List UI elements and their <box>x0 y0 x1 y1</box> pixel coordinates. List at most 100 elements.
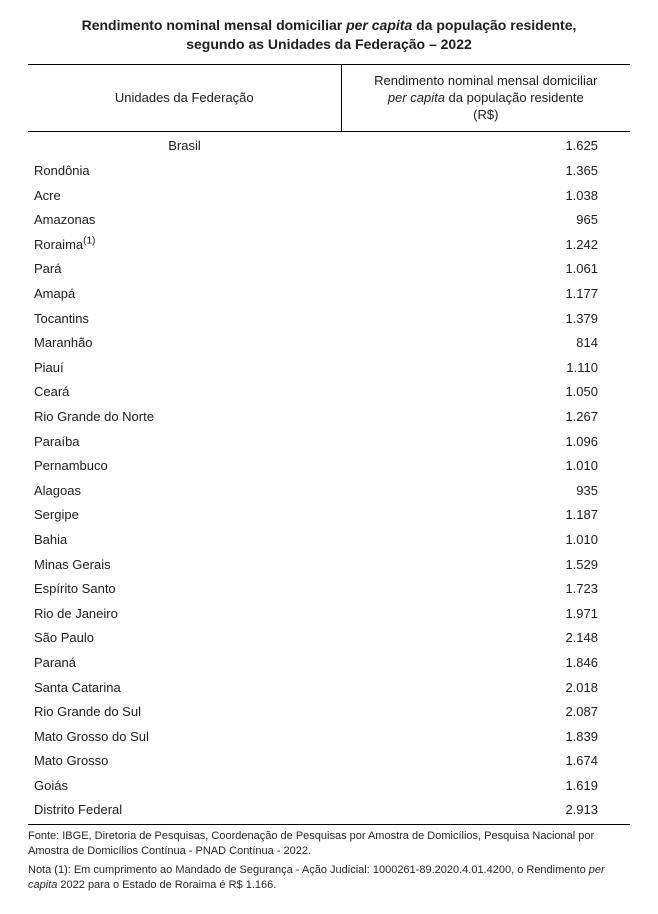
value-cell: 1.050 <box>341 380 630 405</box>
value-cell: 1.971 <box>341 601 630 626</box>
region-cell: Santa Catarina <box>28 675 341 700</box>
header-region: Unidades da Federação <box>28 64 341 132</box>
table-row: Acre 1.038 <box>28 183 630 208</box>
region-label: Mato Grosso do Sul <box>34 729 149 744</box>
value-cell: 1.674 <box>341 749 630 774</box>
region-sup: (1) <box>83 236 95 247</box>
table-row: Mato Grosso 1.674 <box>28 749 630 774</box>
value-cell: 1.846 <box>341 650 630 675</box>
table-row: Pará 1.061 <box>28 257 630 282</box>
region-label: Mato Grosso <box>34 753 108 768</box>
value-cell: 1.625 <box>341 132 630 159</box>
value-cell: 814 <box>341 331 630 356</box>
region-label: Brasil <box>168 138 201 153</box>
table-row: Ceará 1.050 <box>28 380 630 405</box>
table-row: Pernambuco 1.010 <box>28 454 630 479</box>
table-body: Brasil 1.625Rondônia1.365 Acre 1.038Amazona… <box>28 132 630 825</box>
value-cell: 1.061 <box>341 257 630 282</box>
region-label: São Paulo <box>34 630 94 645</box>
region-label: Acre <box>34 188 61 203</box>
value-cell: 1.010 <box>341 527 630 552</box>
region-label: Tocantins <box>34 311 89 326</box>
footnote-nota-pre: Nota (1): Em cumprimento ao Mandado de S… <box>28 864 589 876</box>
region-label: Rio de Janeiro <box>34 606 118 621</box>
region-cell: Roraima(1) <box>28 232 341 257</box>
header-region-label: Unidades da Federação <box>115 90 254 105</box>
region-label: Espírito Santo <box>34 581 116 596</box>
value-cell: 1.177 <box>341 282 630 307</box>
region-cell: Sergipe <box>28 503 341 528</box>
value-cell: 1.723 <box>341 577 630 602</box>
table-row: Santa Catarina2.018 <box>28 675 630 700</box>
region-cell: Bahia <box>28 527 341 552</box>
table-row: São Paulo 2.148 <box>28 626 630 651</box>
table-row: Espírito Santo 1.723 <box>28 577 630 602</box>
region-label: Sergipe <box>34 507 79 522</box>
title-line1-pre: Rendimento nominal mensal domiciliar <box>82 17 347 33</box>
footnote-nota: Nota (1): Em cumprimento ao Mandado de S… <box>28 863 630 893</box>
header-value-line3: (R$) <box>473 107 498 122</box>
table-row: Rio Grande do Norte1.267 <box>28 404 630 429</box>
table-header-row: Unidades da Federação Rendimento nominal… <box>28 64 630 132</box>
page: Rendimento nominal mensal domiciliar per… <box>0 0 658 914</box>
value-cell: 1.187 <box>341 503 630 528</box>
region-cell: Minas Gerais <box>28 552 341 577</box>
region-label: Pará <box>34 261 61 276</box>
table-row: Paraná 1.846 <box>28 650 630 675</box>
value-cell: 1.365 <box>341 159 630 184</box>
region-cell: Rio Grande do Sul <box>28 700 341 725</box>
region-cell: Paraná <box>28 650 341 675</box>
table-row: Goiás1.619 <box>28 773 630 798</box>
title-line1-post: da população residente, <box>412 17 576 33</box>
value-cell: 1.110 <box>341 355 630 380</box>
table-row: Amazonas965 <box>28 208 630 233</box>
value-cell: 1.096 <box>341 429 630 454</box>
value-cell: 1.379 <box>341 306 630 331</box>
region-cell: Ceará <box>28 380 341 405</box>
region-label: Goiás <box>34 778 68 793</box>
region-cell: Rio de Janeiro <box>28 601 341 626</box>
region-label: Maranhão <box>34 335 93 350</box>
region-cell: Espírito Santo <box>28 577 341 602</box>
region-cell: Piauí <box>28 355 341 380</box>
table-row: Amapá 1.177 <box>28 282 630 307</box>
region-label: Distrito Federal <box>34 802 122 817</box>
table-row: Alagoas935 <box>28 478 630 503</box>
table-row: Paraíba 1.096 <box>28 429 630 454</box>
header-value-line2-post: da população residente <box>445 90 584 105</box>
region-cell: Rio Grande do Norte <box>28 404 341 429</box>
footnote-fonte: Fonte: IBGE, Diretoria de Pesquisas, Coo… <box>28 829 630 859</box>
region-cell: Tocantins <box>28 306 341 331</box>
table-row: Maranhão 814 <box>28 331 630 356</box>
value-cell: 2.018 <box>341 675 630 700</box>
value-cell: 1.010 <box>341 454 630 479</box>
value-cell: 2.913 <box>341 798 630 825</box>
region-label: Bahia <box>34 532 67 547</box>
region-label: Roraima <box>34 237 83 252</box>
table-row: Rondônia1.365 <box>28 159 630 184</box>
region-cell: Rondônia <box>28 159 341 184</box>
value-cell: 1.242 <box>341 232 630 257</box>
table-row: Mato Grosso do Sul1.839 <box>28 724 630 749</box>
table-row: Rio de Janeiro 1.971 <box>28 601 630 626</box>
header-value: Rendimento nominal mensal domiciliar per… <box>341 64 630 132</box>
region-label: Pernambuco <box>34 458 108 473</box>
table-row: Rio Grande do Sul2.087 <box>28 700 630 725</box>
region-label: Ceará <box>34 384 69 399</box>
region-cell: Mato Grosso do Sul <box>28 724 341 749</box>
region-cell: Acre <box>28 183 341 208</box>
region-cell: Pará <box>28 257 341 282</box>
table-row: Brasil 1.625 <box>28 132 630 159</box>
region-cell: Amapá <box>28 282 341 307</box>
region-label: Paraná <box>34 655 76 670</box>
value-cell: 2.148 <box>341 626 630 651</box>
region-label: Paraíba <box>34 434 80 449</box>
region-cell: Amazonas <box>28 208 341 233</box>
region-label: Amapá <box>34 286 75 301</box>
region-label: Minas Gerais <box>34 557 111 572</box>
table-row: Roraima(1)1.242 <box>28 232 630 257</box>
region-label: Piauí <box>34 360 64 375</box>
value-cell: 1.038 <box>341 183 630 208</box>
region-cell: Pernambuco <box>28 454 341 479</box>
region-cell: São Paulo <box>28 626 341 651</box>
